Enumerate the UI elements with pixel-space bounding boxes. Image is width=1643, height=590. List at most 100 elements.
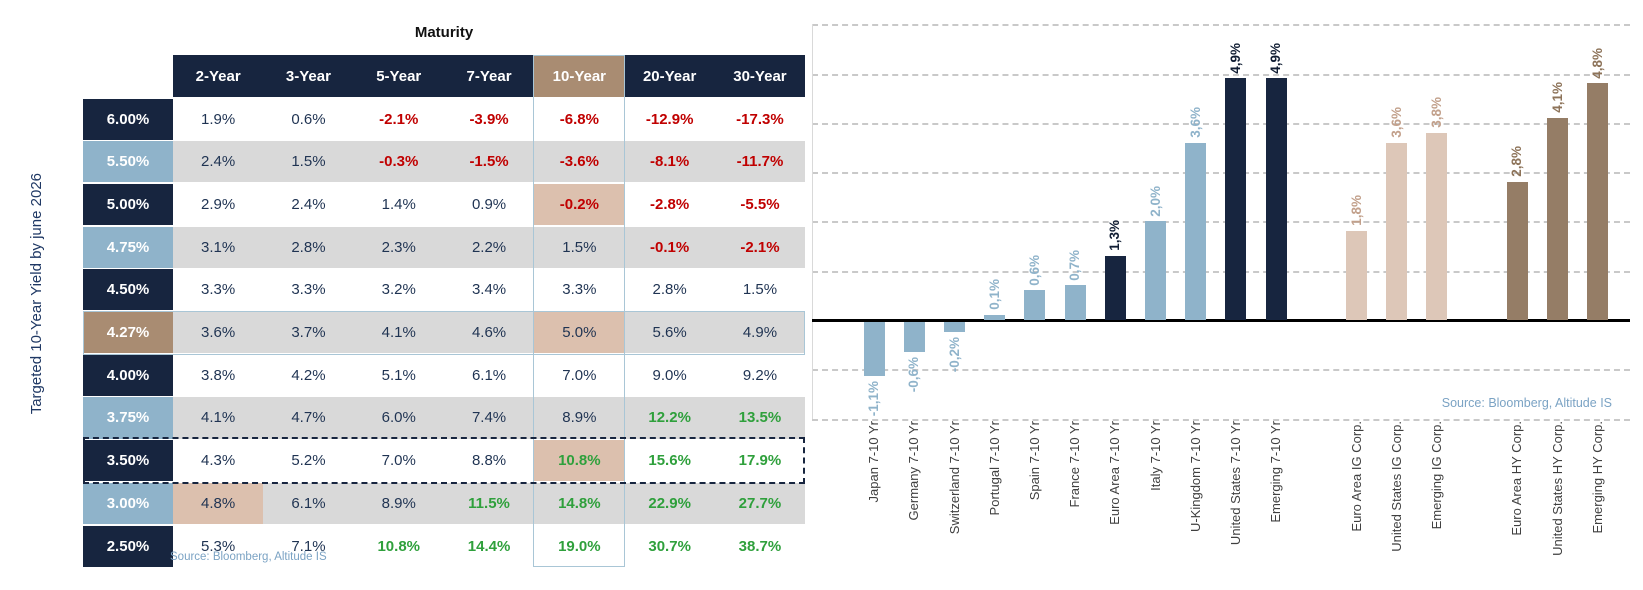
table-cell: 5.1% [353,354,444,396]
table-cell: 17.9% [714,440,806,482]
table-cell: 4.7% [263,397,354,439]
table-cell: 1.9% [173,98,264,140]
bar [1185,142,1207,320]
table-cell: 22.9% [624,482,715,524]
x-axis-line [812,319,1630,322]
y-axis-line [812,24,813,419]
table-cell: 4.1% [173,397,264,439]
table-cell: -12.9% [624,98,715,140]
yield-row-header: 4.27% [83,312,173,354]
bar-value-label: 2,0% [1147,185,1163,217]
bar-value-label: 1,8% [1348,195,1364,227]
bar [1547,117,1568,320]
table-cell: 2.4% [263,183,354,226]
yield-row-header: 4.75% [83,226,173,268]
bar-category-label: U-Kingdom 7-10 Yr [1187,421,1203,533]
highlighted-cell: -0.2% [534,183,625,226]
maturity-column-header: 20-Year [624,55,715,97]
table-source: Source: Bloomberg, Altitude IS [170,551,327,563]
table-cell: -5.5% [714,183,806,226]
yield-row-header: 5.00% [83,183,173,226]
gridline [812,270,1630,273]
table-cell: 2.8% [624,269,715,311]
table-cell: 9.2% [714,354,806,396]
table-cell: 4.3% [173,440,264,482]
bar [1506,181,1528,320]
table-cell: -2.1% [714,226,806,268]
bar-category-label: Switzerland 7-10 Yr [946,421,962,535]
bar [1346,231,1367,320]
gridline [812,418,1630,421]
bar [944,322,965,332]
table-cell: 0.6% [263,98,354,140]
yield-row-header: 3.50% [83,440,173,482]
table-cell: 12.2% [624,397,715,439]
table-cell: 2.3% [353,226,444,268]
table-cell: 8.9% [534,397,625,439]
table-cell: 9.0% [624,354,715,396]
yield-row-header: 6.00% [83,98,173,140]
table-cell: 15.6% [624,440,715,482]
bar-value-label: -1,1% [866,381,882,417]
table-cell: 13.5% [714,397,806,439]
maturity-column-header: 7-Year [443,55,535,97]
bar-category-label: Portugal 7-10 Yr [986,421,1002,516]
table-cell: 6.0% [353,397,444,439]
bar-value-label: 0,6% [1026,254,1042,286]
table-cell: -1.5% [443,141,535,183]
table-cell: -0.1% [624,226,715,268]
bar-category-label: Germany 7-10 Yr [906,421,922,521]
table-cell: 6.1% [263,482,354,524]
table-cell: -3.6% [534,141,625,183]
table-cell: 3.6% [173,312,264,354]
bar-value-label: 3,8% [1428,96,1444,128]
bar-value-label: 2,8% [1509,146,1525,177]
bar-value-label: 3,6% [1187,106,1203,138]
table-cell: 11.5% [443,482,535,524]
bar [903,322,925,352]
yield-row-header: 3.00% [83,482,173,524]
table-cell: 4.2% [263,354,354,396]
table-cell: 7.0% [353,440,444,482]
bar-value-label: 4,1% [1549,82,1565,113]
table-cell: 3.3% [534,269,625,311]
maturity-column-header: 5-Year [353,55,444,97]
gridline [812,122,1630,125]
maturity-column-header: 10-Year [534,55,625,97]
bar-category-label: Euro Area IG Corp. [1348,421,1364,532]
table-cell: 1.5% [714,269,806,311]
bar [1145,221,1166,320]
bar [1064,285,1086,320]
table-cell: 5.6% [624,312,715,354]
bar [1426,132,1448,320]
bar [1265,78,1287,320]
bar-value-label: 0,1% [986,279,1002,311]
maturity-column-header: 2-Year [173,55,264,97]
table-cell: 5.2% [263,440,354,482]
table-cell: 3.8% [173,354,264,396]
bar-value-label: -0,6% [906,356,922,392]
table-cell: 4.9% [714,312,806,354]
bar-value-label: 0,7% [1067,249,1083,281]
bar-category-label: United States IG Corp. [1388,421,1404,552]
gridline [812,73,1630,76]
bar [1024,290,1046,320]
table-cell: 8.8% [443,440,535,482]
table-cell: -2.1% [353,98,444,140]
gridline [812,172,1630,175]
table-cell: 1.5% [534,226,625,268]
bar [1104,255,1126,320]
yield-row-header: 3.75% [83,397,173,439]
bar [863,322,885,377]
yield-row-header: 4.00% [83,354,173,396]
bar-category-label: Euro Area HY Corp. [1509,421,1525,536]
table-cell: -3.9% [443,98,535,140]
table-cell: -11.7% [714,141,806,183]
yield-row-header: 2.50% [83,525,173,567]
bar-value-label: 4,8% [1589,47,1605,79]
table-cell: 38.7% [714,525,806,567]
table-cell: 3.4% [443,269,535,311]
bar-category-label: Japan 7-10 Yr [866,421,882,503]
table-cell: 0.9% [443,183,535,226]
